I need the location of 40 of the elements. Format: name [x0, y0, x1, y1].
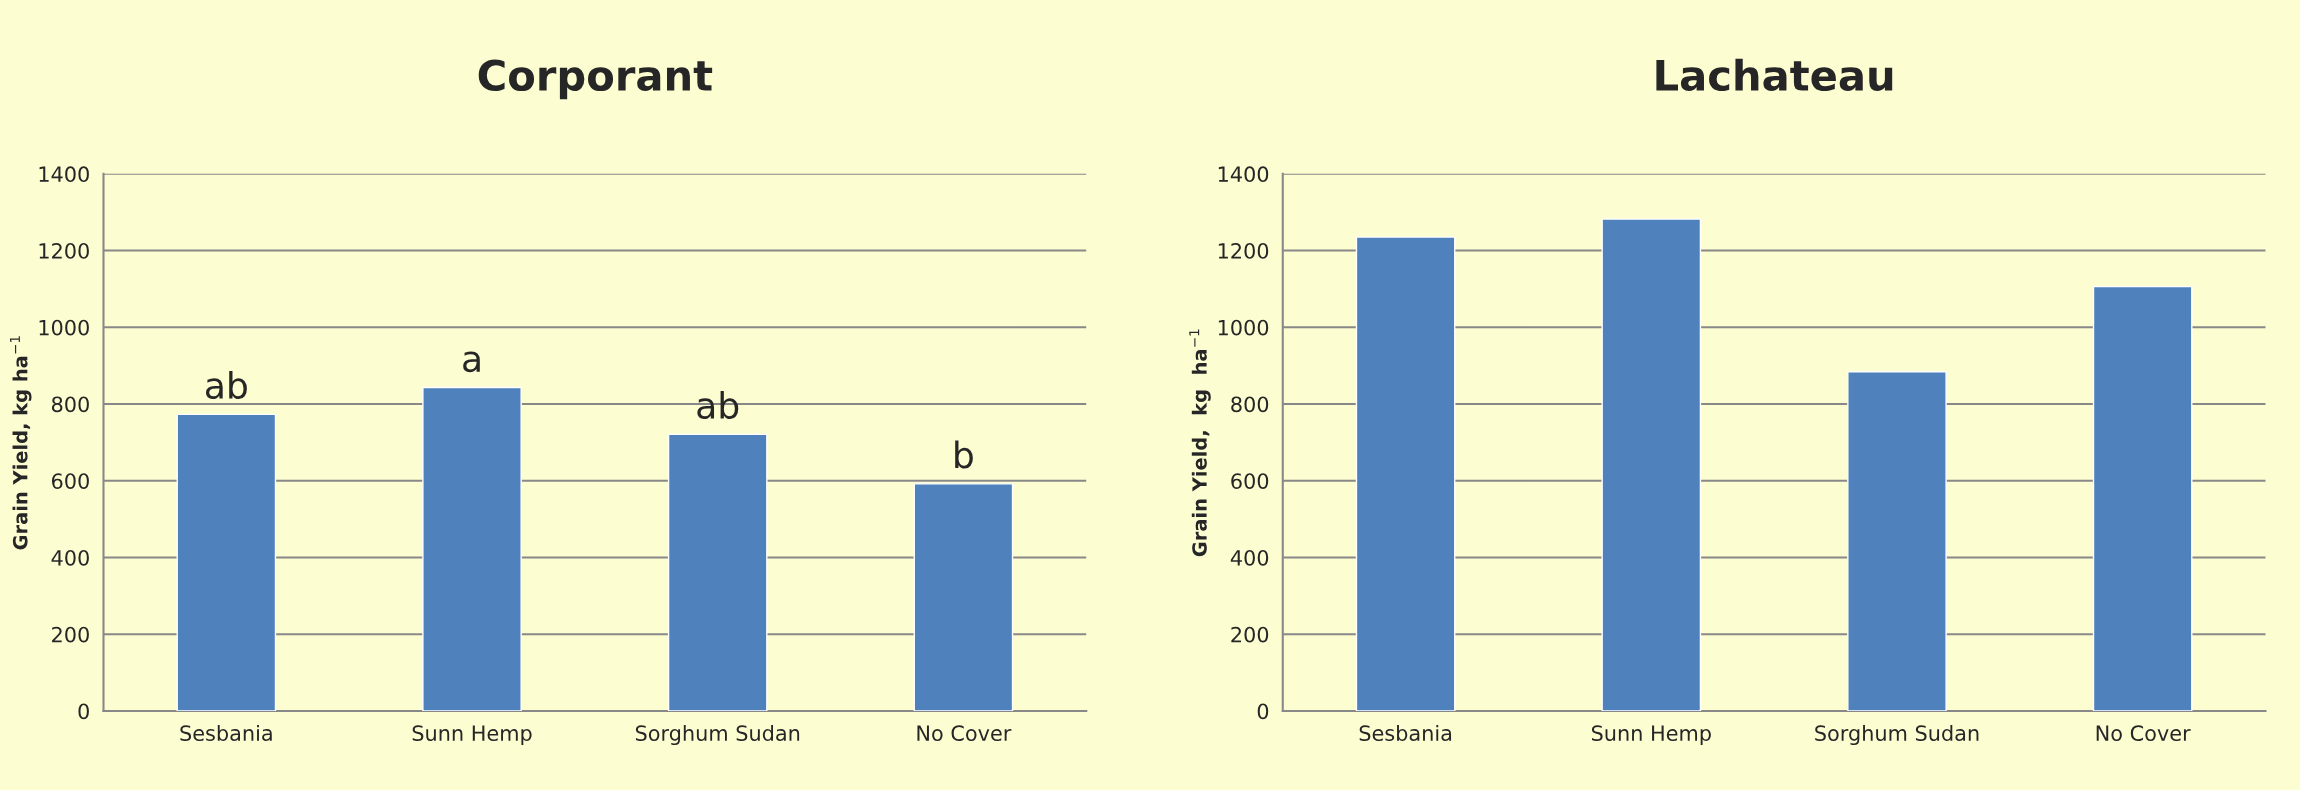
y-tick-label: 400: [51, 549, 89, 566]
y-tick-label: 0: [1257, 703, 1269, 720]
bar: [1847, 371, 1947, 711]
y-tick-label: 600: [52, 473, 89, 489]
x-tick-label: Sorghum Sudan: [1815, 724, 1979, 746]
y-tick-label: 1000: [1218, 319, 1269, 336]
annotation: b: [955, 440, 973, 469]
y-tick-label: 600: [1231, 473, 1269, 489]
y-tick-label: 200: [52, 626, 89, 643]
bar: [1355, 236, 1456, 711]
bar: [422, 386, 522, 711]
x-tick-label: No Cover: [917, 725, 1012, 742]
y-tick-label: 800: [1231, 396, 1269, 413]
y-tick-label: 1400: [39, 166, 89, 183]
annotation: ab: [697, 391, 739, 420]
y-tick-label: 800: [51, 396, 89, 413]
y-axis-title: Grain Yield, kg ha$^{−1}$: [1189, 329, 1211, 557]
y-tick-label: 0: [78, 703, 89, 720]
bar: [2092, 285, 2193, 711]
bar: [667, 433, 768, 711]
x-tick-label: Sesbania: [180, 724, 272, 742]
y-axis-title: Grain Yield, kg ha$^{−1}$: [9, 336, 32, 550]
x-tick-label: Sunn Hemp: [1591, 725, 1711, 746]
x-tick-label: No Cover: [2096, 725, 2191, 742]
y-tick-label: 1200: [39, 243, 89, 259]
y-tick-label: 400: [1230, 549, 1269, 566]
x-tick-label: Sorghum Sudan: [635, 724, 800, 746]
y-tick-label: 1000: [39, 319, 89, 336]
y-tick-label: 200: [1231, 626, 1269, 643]
chart-title: Corporant: [478, 59, 713, 100]
annotation: ab: [205, 371, 247, 400]
y-tick-label: 1200: [1218, 243, 1269, 259]
x-tick-label: Sesbania: [1359, 724, 1452, 742]
x-tick-label: Sunn Hemp: [412, 725, 532, 746]
annotation: a: [463, 351, 480, 373]
bar: [1601, 218, 1702, 711]
bar: [913, 483, 1014, 711]
y-tick-label: 1400: [1218, 166, 1269, 183]
chart-title: Lachateau: [1656, 58, 1893, 92]
bar: [176, 413, 277, 711]
